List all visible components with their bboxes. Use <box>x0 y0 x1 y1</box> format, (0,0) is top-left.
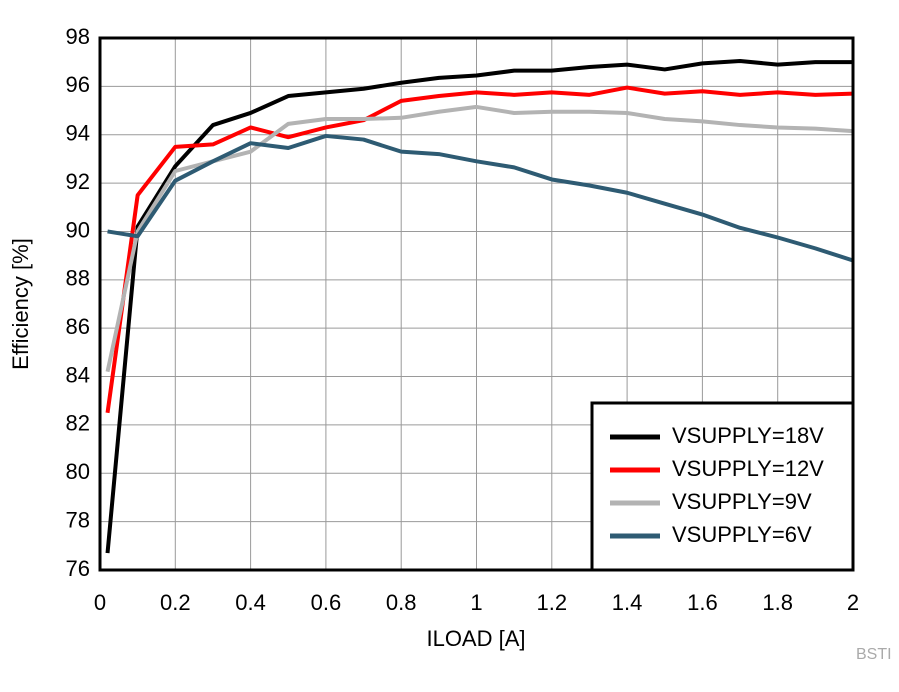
y-tick-label: 76 <box>66 556 90 581</box>
legend-label: VSUPPLY=18V <box>672 423 824 448</box>
data-line <box>105 58 853 554</box>
legend-label: VSUPPLY=12V <box>672 456 824 481</box>
data-line <box>107 133 854 263</box>
x-tick-label: 0.8 <box>386 590 417 615</box>
x-tick-label: 0 <box>94 590 106 615</box>
plot-frame <box>98 36 855 572</box>
legend-label: VSUPPLY=6V <box>672 522 812 547</box>
y-tick-label: 98 <box>66 24 90 49</box>
y-tick-label: 92 <box>66 169 90 194</box>
y-tick-label: 82 <box>66 411 90 436</box>
x-tick-label: 0.6 <box>311 590 342 615</box>
y-axis-label: Efficiency [%] <box>8 238 33 370</box>
y-tick-label: 84 <box>66 362 90 387</box>
data-line <box>105 85 854 414</box>
x-tick-label: 1.6 <box>687 590 718 615</box>
x-tick-label: 2 <box>847 590 859 615</box>
x-tick-label: 0.4 <box>235 590 266 615</box>
y-tick-label: 94 <box>66 121 90 146</box>
y-tick-label: 90 <box>66 217 90 242</box>
x-tick-label: 1.4 <box>612 590 643 615</box>
y-tick-label: 80 <box>66 459 90 484</box>
y-tick-label: 78 <box>66 507 90 532</box>
y-tick-label: 88 <box>66 266 90 291</box>
y-tick-label: 86 <box>66 314 90 339</box>
watermark: BSTI <box>856 646 892 663</box>
x-tick-label: 1.8 <box>762 590 793 615</box>
legend-box <box>590 401 855 572</box>
x-tick-label: 0.2 <box>160 590 191 615</box>
x-tick-label: 1 <box>470 590 482 615</box>
legend-label: VSUPPLY=9V <box>672 489 812 514</box>
data-line <box>105 104 854 373</box>
y-tick-label: 96 <box>66 72 90 97</box>
x-axis-label: ILOAD [A] <box>426 626 525 651</box>
x-tick-label: 1.2 <box>537 590 568 615</box>
